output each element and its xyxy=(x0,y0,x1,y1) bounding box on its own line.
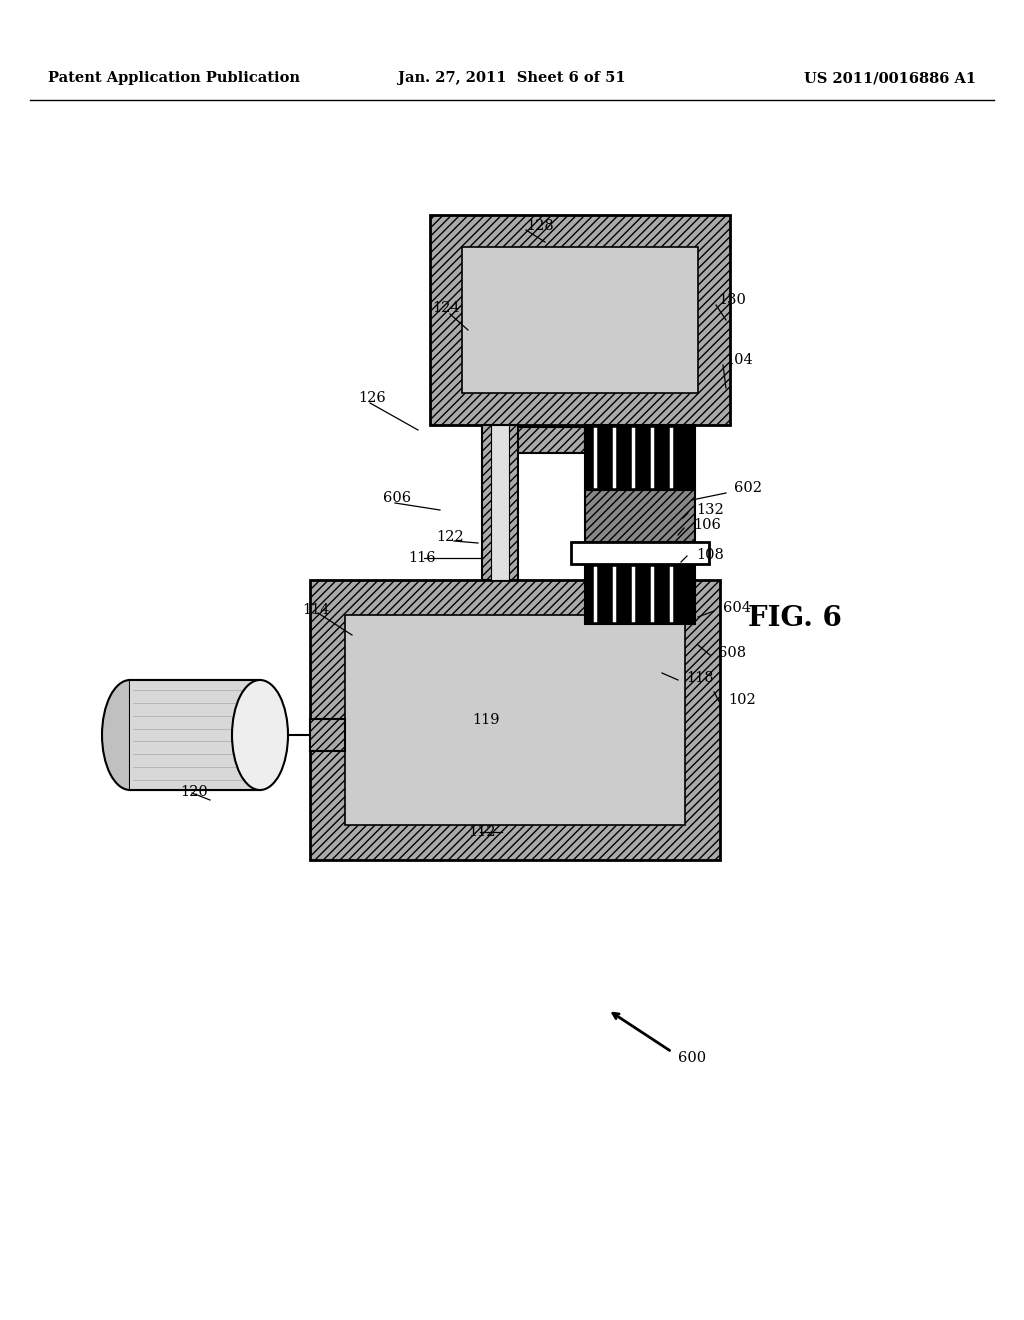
Text: 132: 132 xyxy=(696,503,724,517)
Bar xyxy=(571,543,709,564)
Bar xyxy=(490,425,509,579)
Text: 130: 130 xyxy=(718,293,745,308)
Text: 104: 104 xyxy=(725,352,753,367)
Bar xyxy=(585,490,695,543)
Bar xyxy=(430,215,730,425)
Bar xyxy=(130,681,260,789)
Bar xyxy=(585,425,695,490)
Text: 112: 112 xyxy=(468,825,496,840)
Text: FIG. 6: FIG. 6 xyxy=(748,605,842,631)
Bar xyxy=(490,426,585,453)
Text: 102: 102 xyxy=(728,693,756,708)
Text: 116: 116 xyxy=(408,550,435,565)
Bar xyxy=(345,615,685,825)
Bar xyxy=(482,425,518,579)
Text: 606: 606 xyxy=(383,491,411,506)
Text: 122: 122 xyxy=(436,531,464,544)
Text: 604: 604 xyxy=(723,601,751,615)
Text: Patent Application Publication: Patent Application Publication xyxy=(48,71,300,84)
Text: 106: 106 xyxy=(693,517,721,532)
Text: 600: 600 xyxy=(678,1051,707,1065)
Text: 128: 128 xyxy=(526,219,554,234)
Bar xyxy=(462,247,698,393)
Text: 124: 124 xyxy=(432,301,460,315)
Bar xyxy=(130,680,260,789)
Text: 608: 608 xyxy=(718,645,746,660)
Text: 602: 602 xyxy=(734,480,762,495)
Text: US 2011/0016886 A1: US 2011/0016886 A1 xyxy=(804,71,976,84)
Text: 118: 118 xyxy=(686,671,714,685)
Bar xyxy=(310,719,345,751)
Text: 114: 114 xyxy=(302,603,330,616)
Text: 108: 108 xyxy=(696,548,724,562)
Ellipse shape xyxy=(232,680,288,789)
Text: 120: 120 xyxy=(180,785,208,799)
Text: 119: 119 xyxy=(472,713,500,727)
Text: Jan. 27, 2011  Sheet 6 of 51: Jan. 27, 2011 Sheet 6 of 51 xyxy=(398,71,626,84)
Ellipse shape xyxy=(102,680,158,789)
Text: 126: 126 xyxy=(358,391,386,405)
Bar xyxy=(585,564,695,624)
Bar xyxy=(310,579,720,861)
